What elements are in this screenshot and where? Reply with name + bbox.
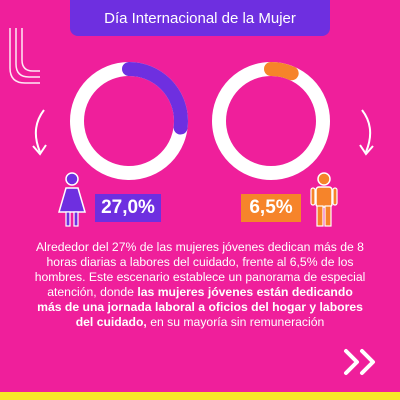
men-donut-chart <box>212 62 330 180</box>
body-text-part1: Alrededor del 27% de las mujeres jóvenes… <box>34 240 366 299</box>
bottom-accent-bar <box>0 392 400 400</box>
decorative-lines <box>9 28 40 84</box>
woman-icon <box>58 172 86 227</box>
body-paragraph: Alrededor del 27% de las mujeres jóvenes… <box>34 240 366 330</box>
page-title-text: Día Internacional de la Mujer <box>104 9 296 27</box>
curved-arrow-right-icon <box>359 109 374 156</box>
body-text-part2: en su mayoría sin remuneración <box>146 315 325 329</box>
double-chevron-right-icon[interactable] <box>342 348 382 376</box>
women-donut-arc <box>70 62 188 180</box>
curved-arrow-left-icon <box>32 109 47 156</box>
men-percentage-badge: 6,5% <box>241 194 301 222</box>
body-text-bold: las mujeres jóvenes están dedicando más … <box>37 285 363 329</box>
page-title: Día Internacional de la Mujer <box>70 0 330 36</box>
women-donut-chart <box>70 62 188 180</box>
men-donut-track <box>212 62 330 180</box>
men-donut-arc <box>212 62 330 180</box>
women-percentage-badge: 27,0% <box>95 194 161 222</box>
man-icon <box>310 172 338 227</box>
